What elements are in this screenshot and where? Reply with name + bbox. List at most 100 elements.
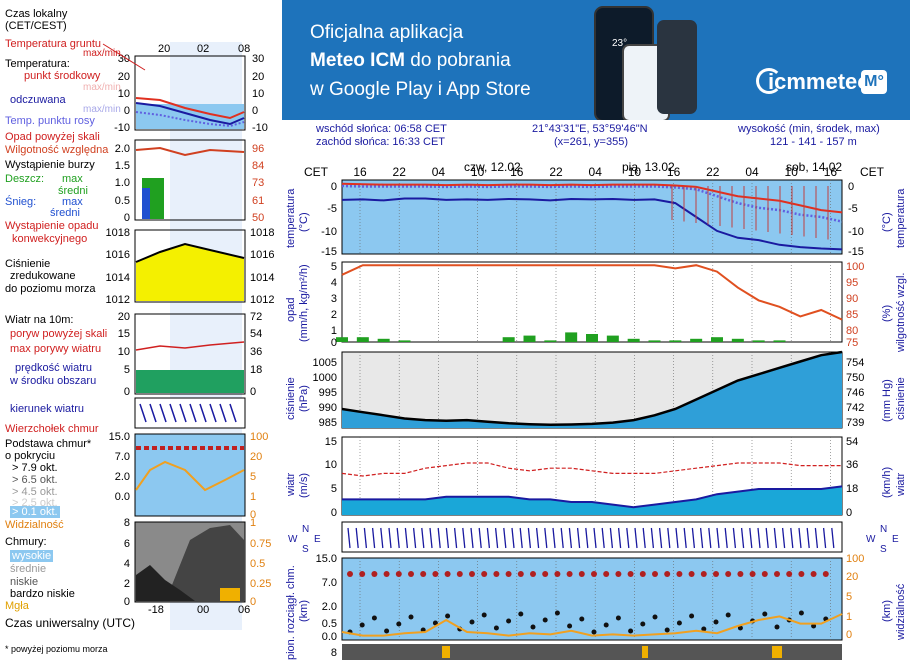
mini-prec-ax-r-3: 61: [252, 195, 264, 207]
hour-label-5: 22: [549, 165, 563, 179]
precip-bar-20: [752, 340, 765, 342]
compass-w-l: W: [288, 534, 298, 545]
lbl-prec-unit: (mm/h, kg/m²/h): [298, 264, 310, 342]
lbl-wind: wiatr: [285, 472, 297, 497]
precip-bar-11: [565, 332, 578, 342]
cloud-top-dot-8: [444, 571, 451, 577]
base-tick-2: 2.0: [322, 601, 337, 613]
meteogram: CET CET czw, 12.02 pią, 13.02 sob, 14.02…: [285, 162, 907, 660]
cloud-top-dot-11: [481, 571, 488, 577]
lbl-hum: wilgotność wzgl.: [895, 273, 907, 353]
cloud-base-dot-37: [798, 610, 804, 616]
mini-wind-ax-r-0: 72: [250, 311, 262, 323]
cloud-top-dot-20: [591, 571, 597, 577]
axis-base-left: 15.0 7.0 2.0 0.5 0.0: [316, 553, 337, 643]
cloud-base-dot-5: [408, 614, 414, 620]
wind-arrow-50: [757, 527, 761, 549]
fog-label: Mgła: [5, 600, 29, 612]
wind-tick-1: 10: [325, 459, 337, 471]
cet-left: CET: [304, 165, 329, 179]
precip-bar-3: [398, 340, 411, 342]
mini-pres-ax-r-2: 1014: [250, 272, 274, 284]
wind-arrow-4: [380, 527, 384, 549]
precip-bar-16: [669, 340, 682, 342]
mini-base-ax-l-1: 7.0: [115, 451, 130, 463]
precip-bar-15: [648, 340, 661, 342]
app-banner[interactable]: Oficjalna aplikacja Meteo ICM do pobrani…: [282, 0, 910, 122]
wind-arrow-13: [453, 527, 458, 549]
precip-bar-12: [586, 334, 598, 342]
base-tick-0: 15.0: [316, 553, 337, 565]
mini-base-ax-l-3: 0.0: [115, 491, 130, 503]
mini-gust-line: [135, 341, 245, 351]
pres-tick-4: 985: [319, 417, 337, 429]
wind-arrow-54: [790, 527, 794, 549]
mini-bottom-hour-3: 06: [238, 604, 250, 616]
cloud-top-dot-22: [615, 571, 622, 577]
vis-tick-1: 20: [846, 571, 858, 583]
lbl-pres-r-unit: (mm Hg): [881, 379, 893, 422]
wind-arrow-33: [617, 527, 622, 549]
wind-arrow-34: [626, 527, 630, 549]
lbl-pres-unit: (hPa): [298, 385, 310, 412]
rain-max-label: max: [62, 173, 83, 185]
wind-arrow-29: [585, 527, 589, 549]
compass-e-l: E: [314, 534, 321, 545]
temperature-line: [341, 182, 843, 214]
precip-bar-8: [502, 337, 515, 342]
mini-pres-ax-r-3: 1012: [250, 294, 274, 306]
wind-arrow-57: [814, 527, 819, 549]
mini-cloud-ax-l-1: 6: [124, 538, 130, 550]
mini-pressure-line: [135, 242, 245, 263]
feels-label: odczuwana: [10, 94, 66, 106]
cloud-top-dot-35: [774, 571, 780, 577]
precip-bar-19: [731, 338, 744, 342]
wind-tick-r-2: 18: [846, 483, 858, 495]
cloud-top-dot-14: [517, 571, 524, 577]
time-utc-label: Czas uniwersalny (UTC): [5, 616, 136, 630]
mini-cloud-mid: [136, 565, 195, 601]
cloud-strip: [342, 644, 842, 660]
mini-top-hour-1: 20: [158, 43, 170, 55]
hour-labels: 16 22 04 10 16 22 04 10 16 22 04 10 16: [353, 165, 837, 179]
wind-arrow-28: [576, 527, 581, 549]
high-clouds-label: wysokie: [10, 550, 54, 562]
cloud-top-dot-3: [383, 571, 390, 577]
axis-prec-left: 5 4 3 2 1 0: [331, 261, 337, 349]
hour-label-6: 04: [589, 165, 603, 179]
lbl-wind-unit: (m/s): [298, 473, 310, 498]
altitude-values: 121 - 141 - 157 m: [770, 136, 857, 148]
day-label-1: czw, 12.02: [464, 162, 521, 174]
cloud-base-dot-11: [481, 612, 487, 618]
prec-tick-1: 4: [331, 277, 337, 289]
cloud-base-dot-25: [652, 614, 658, 620]
axis-vis-right: 100 20 5 1 0: [846, 553, 864, 641]
lbl-prec: opad: [285, 298, 297, 322]
cloud-top-dot-19: [578, 571, 585, 577]
pres-tick-r-0: 754: [846, 357, 864, 369]
mini-dew-line: [135, 111, 245, 128]
mini-temp-ax-l-0: 30: [118, 53, 130, 65]
okt-2: > 6.5 okt.: [12, 474, 58, 486]
wind-speed-area: [342, 486, 842, 515]
cloud-top-dot-2: [371, 571, 378, 577]
cloud-top-dot-29: [700, 571, 707, 577]
fog-marker-1: [642, 646, 648, 658]
vis-tick-4: 0: [846, 629, 852, 641]
wind-arrow-56: [806, 527, 810, 549]
mini-cloud-ax-l-3: 2: [124, 578, 130, 590]
axis-hum-right: 100 95 90 85 80 75: [846, 261, 864, 349]
mini-wind-ax-r-3: 18: [250, 364, 262, 376]
mini-precip-snow: [142, 188, 150, 219]
compass-w-r: W: [866, 534, 876, 545]
wind-arrow-40: [675, 527, 679, 549]
feels-like-line: [341, 197, 843, 251]
precip-bar-10: [544, 340, 557, 342]
cloud-top-dot-6: [420, 571, 427, 577]
mini-cloud-ax-r-4: 0: [250, 596, 256, 608]
wind-arrow-9: [421, 527, 425, 549]
lbl-temp-r: temperatura: [895, 188, 907, 248]
very-low-clouds-label: bardzo niskie: [10, 588, 75, 600]
mini-vis-line: [135, 460, 245, 492]
vis-tick-0: 100: [846, 553, 864, 565]
